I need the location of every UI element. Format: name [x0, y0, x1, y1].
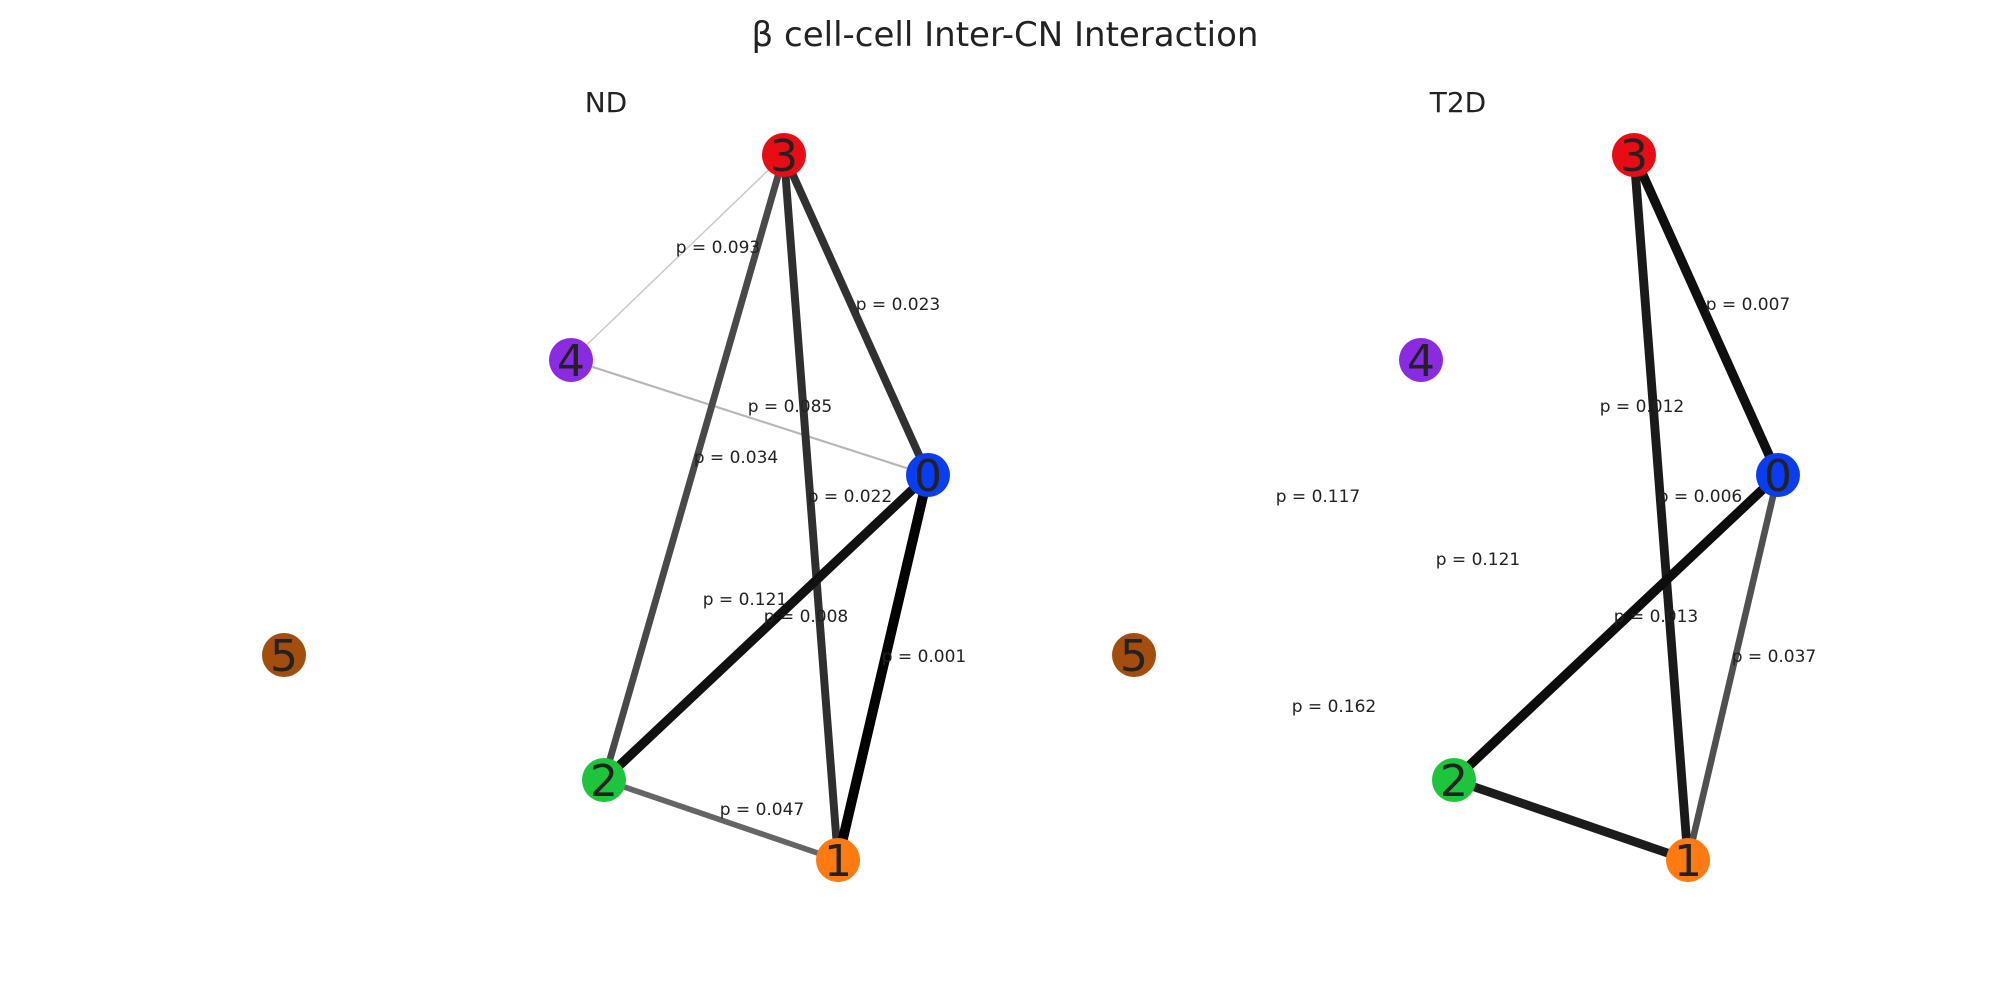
node-t2d-0	[1756, 453, 1800, 497]
node-nd-0	[906, 453, 950, 497]
edges-t2d	[1449, 150, 1783, 865]
edge-label-nd-3-4: p = 0.093	[676, 238, 761, 258]
nodes-nd: 0 1 2 3 4 5	[262, 131, 950, 887]
edge-label-t2d-3-0: p = 0.007	[1706, 295, 1791, 315]
node-label-t2d-4: 4	[1407, 336, 1435, 387]
edge-label-t2d-4-2: p = 0.117	[1276, 487, 1361, 507]
edge-label-nd-4-1: p = 0.121	[703, 590, 788, 610]
edge-t2d-3-0	[1629, 150, 1783, 480]
node-label-t2d-1: 1	[1674, 836, 1702, 887]
edge-label-nd-2-1: p = 0.047	[720, 800, 805, 820]
edge-label-t2d-3-1: p = 0.012	[1600, 397, 1685, 417]
edge-nd-0-1	[833, 470, 933, 865]
node-t2d-3	[1612, 133, 1656, 177]
edges-nd	[569, 151, 933, 865]
edge-labels-t2d: p = 0.007 p = 0.012 p = 0.006 p = 0.037 p = …	[1276, 295, 1817, 717]
panel-t2d: T2D p = 0.007 p = 0.012 p = 0.006 p = 0.037…	[1112, 86, 1816, 887]
node-t2d-1	[1666, 838, 1710, 882]
node-label-nd-1: 1	[824, 836, 852, 887]
node-label-nd-2: 2	[590, 756, 618, 807]
figure-title: β cell-cell Inter-CN Interaction	[752, 15, 1259, 55]
node-nd-2	[582, 758, 626, 802]
edge-t2d-2-1	[1449, 775, 1693, 865]
edge-t2d-0-1	[1684, 471, 1782, 864]
nodes-t2d: 0 1 2 3 4 5	[1112, 131, 1800, 887]
edge-nd-3-4	[570, 154, 785, 361]
edge-label-t2d-0-1: p = 0.037	[1732, 647, 1817, 667]
node-label-nd-3: 3	[770, 131, 798, 182]
edge-labels-nd: p = 0.093 p = 0.023 p = 0.085 p = 0.034 p = …	[676, 238, 967, 820]
edge-t2d-2-0	[1449, 470, 1783, 785]
node-nd-3	[762, 133, 806, 177]
edge-label-t2d-2-0: p = 0.006	[1658, 487, 1743, 507]
edge-label-nd-3-1: p = 0.022	[808, 487, 893, 507]
edge-label-t2d-4-1: p = 0.121	[1436, 550, 1521, 570]
edge-nd-3-2	[600, 151, 788, 784]
edge-label-nd-0-1: p = 0.001	[882, 647, 967, 667]
edge-label-nd-3-0: p = 0.023	[856, 295, 941, 315]
edge-label-t2d-2-1: p = 0.013	[1614, 607, 1699, 627]
node-t2d-4	[1399, 338, 1443, 382]
edge-t2d-3-1	[1629, 150, 1693, 865]
panel-title-nd: ND	[585, 86, 628, 119]
node-t2d-5	[1112, 633, 1156, 677]
node-label-t2d-2: 2	[1440, 756, 1468, 807]
panel-title-t2d: T2D	[1429, 86, 1486, 119]
edge-label-nd-4-0: p = 0.085	[748, 397, 833, 417]
node-nd-1	[816, 838, 860, 882]
node-label-t2d-3: 3	[1620, 131, 1648, 182]
node-label-nd-4: 4	[557, 336, 585, 387]
edge-nd-3-1	[780, 151, 842, 864]
node-nd-4	[549, 338, 593, 382]
node-nd-5	[262, 633, 306, 677]
node-label-nd-5: 5	[270, 631, 298, 682]
edge-nd-2-0	[599, 470, 933, 785]
edge-label-nd-3-2: p = 0.034	[694, 448, 779, 468]
node-label-nd-0: 0	[914, 451, 942, 502]
node-t2d-2	[1432, 758, 1476, 802]
edge-nd-2-1	[601, 777, 841, 863]
edge-nd-4-0	[569, 358, 930, 477]
edge-label-nd-2-0: p = 0.008	[764, 607, 849, 627]
node-label-t2d-0: 0	[1764, 451, 1792, 502]
node-label-t2d-5: 5	[1120, 631, 1148, 682]
edge-nd-3-0	[780, 151, 932, 479]
edge-label-t2d-5-1: p = 0.162	[1292, 697, 1377, 717]
